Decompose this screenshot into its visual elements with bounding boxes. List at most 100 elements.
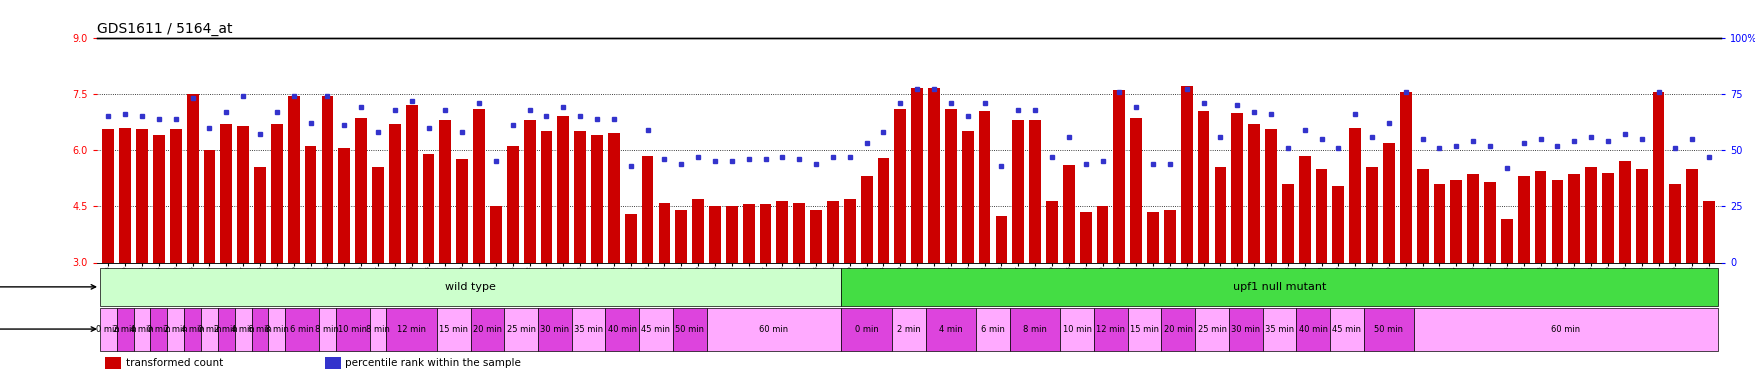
Bar bbox=[1685, 169, 1697, 262]
Bar bbox=[1399, 92, 1411, 262]
Bar bbox=[288, 96, 300, 262]
Text: 12 min: 12 min bbox=[1095, 324, 1125, 334]
Bar bbox=[1364, 308, 1413, 351]
Bar bbox=[1534, 171, 1546, 262]
Bar bbox=[706, 308, 841, 351]
Bar bbox=[470, 308, 504, 351]
Bar bbox=[625, 214, 637, 262]
Bar bbox=[860, 176, 872, 262]
Text: genotype/variation: genotype/variation bbox=[0, 282, 95, 292]
Bar bbox=[1248, 124, 1260, 262]
Bar bbox=[1314, 169, 1327, 262]
Bar bbox=[1060, 308, 1093, 351]
Text: 10 min: 10 min bbox=[1062, 324, 1092, 334]
Bar bbox=[1197, 111, 1209, 262]
Bar bbox=[556, 116, 569, 262]
Text: 20 min: 20 min bbox=[1164, 324, 1192, 334]
Text: 60 min: 60 min bbox=[1550, 324, 1580, 334]
Text: 25 min: 25 min bbox=[1197, 324, 1225, 334]
Bar bbox=[439, 120, 451, 262]
Bar bbox=[1551, 180, 1562, 262]
Bar bbox=[504, 308, 537, 351]
Text: 4 min: 4 min bbox=[181, 324, 204, 334]
Bar bbox=[893, 109, 906, 262]
Bar bbox=[1636, 169, 1646, 262]
Text: 6 min: 6 min bbox=[290, 324, 314, 334]
Text: 15 min: 15 min bbox=[1130, 324, 1158, 334]
Bar bbox=[1062, 165, 1074, 262]
Bar bbox=[1467, 174, 1478, 262]
Bar bbox=[405, 105, 418, 262]
Bar bbox=[100, 308, 118, 351]
Text: 2 min: 2 min bbox=[114, 324, 137, 334]
Bar bbox=[892, 308, 925, 351]
Text: 20 min: 20 min bbox=[472, 324, 502, 334]
Bar bbox=[105, 357, 121, 369]
Bar bbox=[1483, 182, 1495, 262]
Bar bbox=[319, 308, 335, 351]
Bar bbox=[523, 120, 535, 262]
Bar bbox=[1383, 142, 1393, 262]
Text: 0 min: 0 min bbox=[97, 324, 119, 334]
Bar bbox=[1299, 156, 1309, 262]
Bar bbox=[827, 201, 839, 262]
Bar bbox=[776, 201, 788, 262]
Bar bbox=[284, 308, 319, 351]
Bar bbox=[1164, 210, 1176, 262]
Bar bbox=[1651, 92, 1664, 262]
Bar bbox=[995, 216, 1007, 262]
Bar bbox=[305, 146, 316, 262]
Bar bbox=[235, 308, 251, 351]
Text: 2 min: 2 min bbox=[897, 324, 920, 334]
Bar bbox=[184, 308, 200, 351]
Text: 2 min: 2 min bbox=[214, 324, 239, 334]
Bar bbox=[1416, 169, 1429, 262]
Text: 8 min: 8 min bbox=[265, 324, 288, 334]
Bar bbox=[962, 131, 972, 262]
Bar bbox=[1028, 120, 1041, 262]
Bar bbox=[490, 206, 502, 262]
Bar bbox=[911, 88, 923, 262]
Bar bbox=[1295, 308, 1329, 351]
Bar bbox=[591, 135, 602, 262]
Bar bbox=[472, 109, 484, 262]
Bar bbox=[1585, 167, 1595, 262]
Bar bbox=[841, 268, 1716, 306]
Text: 60 min: 60 min bbox=[758, 324, 788, 334]
Bar bbox=[541, 131, 553, 262]
Bar bbox=[928, 88, 939, 262]
Bar bbox=[1130, 118, 1141, 262]
Bar bbox=[641, 156, 653, 262]
Text: 50 min: 50 min bbox=[676, 324, 704, 334]
Bar bbox=[254, 167, 265, 262]
Bar bbox=[1669, 184, 1680, 262]
Bar bbox=[388, 124, 400, 262]
Bar bbox=[507, 146, 518, 262]
Bar bbox=[456, 159, 469, 262]
Text: 40 min: 40 min bbox=[1299, 324, 1327, 334]
Bar bbox=[1179, 86, 1192, 262]
Bar bbox=[844, 199, 855, 262]
Bar bbox=[944, 109, 956, 262]
Text: GDS1611 / 5164_at: GDS1611 / 5164_at bbox=[97, 22, 232, 36]
Bar bbox=[1195, 308, 1228, 351]
Bar bbox=[335, 308, 369, 351]
Text: percentile rank within the sample: percentile rank within the sample bbox=[344, 358, 521, 368]
Bar bbox=[386, 308, 437, 351]
Bar bbox=[760, 204, 770, 262]
Bar bbox=[167, 308, 184, 351]
Bar bbox=[325, 357, 340, 369]
Text: 35 min: 35 min bbox=[1264, 324, 1293, 334]
Bar bbox=[605, 308, 639, 351]
Bar bbox=[742, 204, 755, 262]
Bar bbox=[153, 135, 165, 262]
Text: 50 min: 50 min bbox=[1374, 324, 1402, 334]
Bar bbox=[1501, 219, 1511, 262]
Bar bbox=[102, 129, 114, 262]
Bar bbox=[1013, 120, 1023, 262]
Bar bbox=[878, 158, 888, 262]
Bar bbox=[537, 308, 572, 351]
Text: 25 min: 25 min bbox=[507, 324, 535, 334]
Bar bbox=[709, 206, 721, 262]
Bar bbox=[1009, 308, 1060, 351]
